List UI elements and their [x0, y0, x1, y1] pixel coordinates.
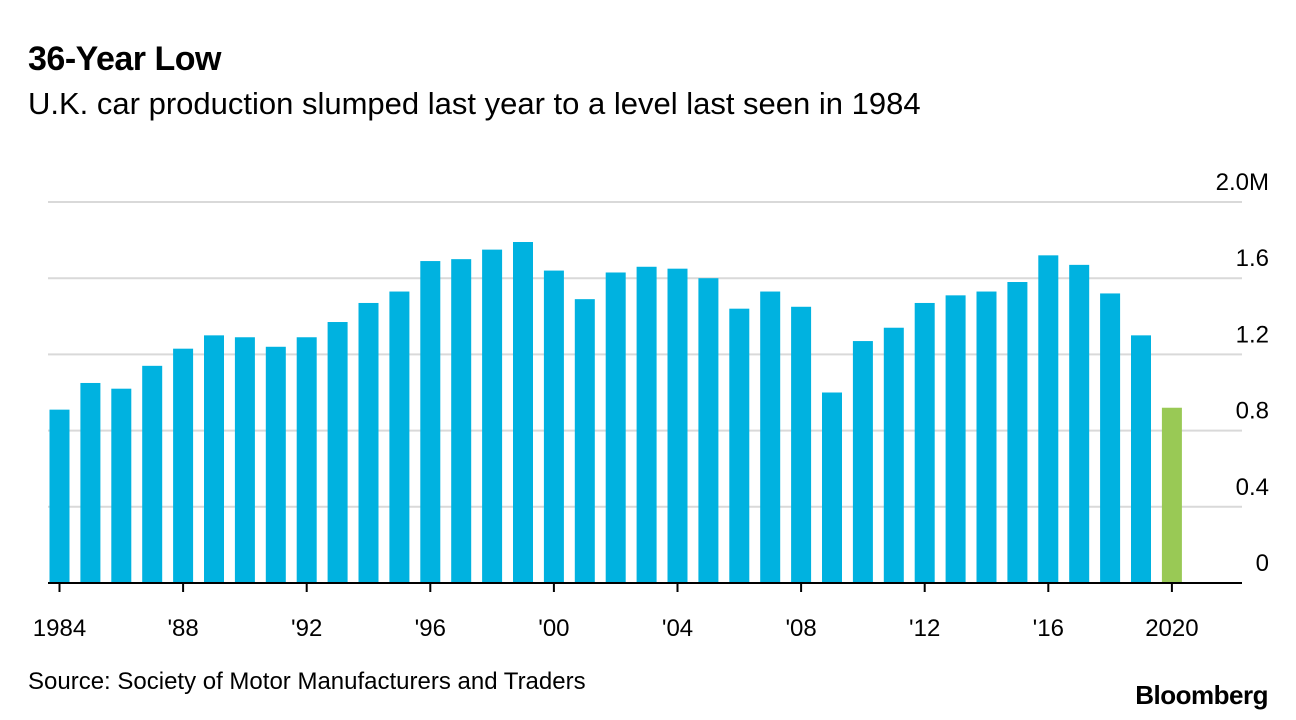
y-tick-label: 1.6: [1236, 245, 1269, 272]
bar-1999: [513, 242, 533, 583]
bar-1997: [451, 259, 472, 583]
bar-1987: [142, 365, 163, 583]
bar-1993: [327, 322, 348, 583]
axes: [48, 582, 1242, 592]
x-tick-label: 2020: [1145, 615, 1198, 642]
bar-2011: [883, 327, 904, 583]
tick-labels: 0 0.4 0.8 1.2 1.6 2.0M 1984 '88 '92 '96 '00 '04 '08 '…: [33, 169, 1269, 642]
bar-1996: [420, 261, 441, 583]
y-tick-label: 1.2: [1236, 321, 1269, 348]
bar-2002: [605, 272, 626, 583]
x-tick-label: '92: [291, 615, 322, 642]
bar-2010: [852, 341, 873, 583]
bar-1994: [358, 302, 379, 583]
bar-1988: [173, 348, 194, 583]
bar-1991: [265, 346, 286, 583]
bar-2009: [822, 392, 842, 583]
bar-2017: [1069, 264, 1090, 583]
bar-1990: [234, 337, 255, 583]
bar-1992: [296, 337, 317, 583]
x-tick-label: 1984: [33, 615, 86, 642]
bars: [49, 242, 1182, 583]
bloomberg-logo: Bloomberg: [1135, 680, 1268, 710]
x-tick-label: '16: [1033, 615, 1064, 642]
bar-2020: [1161, 407, 1182, 583]
bar-1998: [482, 249, 503, 583]
x-tick-label: '04: [662, 615, 693, 642]
bar-2004: [667, 268, 688, 583]
x-tick-label: '96: [415, 615, 446, 642]
chart-subtitle: U.K. car production slumped last year to…: [28, 86, 921, 121]
bar-1984: [49, 409, 70, 583]
y-tick-label: 0.8: [1236, 398, 1269, 425]
x-tick-label: '00: [538, 615, 569, 642]
bar-2005: [698, 278, 719, 583]
bar-2001: [574, 299, 595, 583]
bar-2008: [791, 306, 812, 583]
bar-1986: [111, 388, 132, 583]
y-tick-label: 2.0M: [1216, 169, 1269, 196]
x-tick-label: '88: [167, 615, 198, 642]
y-tick-label: 0.4: [1236, 474, 1269, 501]
bar-2007: [760, 291, 781, 583]
x-tick-label: '08: [785, 615, 816, 642]
bar-1995: [389, 291, 410, 583]
bar-1985: [80, 382, 101, 583]
bar-2014: [976, 291, 997, 583]
bar-2006: [729, 308, 750, 583]
bar-2015: [1007, 282, 1028, 583]
chart-title: 36-Year Low: [28, 40, 221, 78]
bar-2019: [1131, 335, 1151, 583]
y-tick-label: 0: [1256, 550, 1269, 577]
x-tick-label: '12: [909, 615, 940, 642]
bar-2016: [1038, 255, 1059, 583]
bar-2012: [914, 302, 935, 583]
bar-2018: [1100, 293, 1121, 583]
bar-2013: [945, 295, 966, 583]
source-note: Source: Society of Motor Manufacturers a…: [28, 668, 586, 695]
bar-1989: [204, 335, 224, 583]
bar-2000: [543, 270, 564, 583]
bar-2003: [636, 266, 657, 583]
